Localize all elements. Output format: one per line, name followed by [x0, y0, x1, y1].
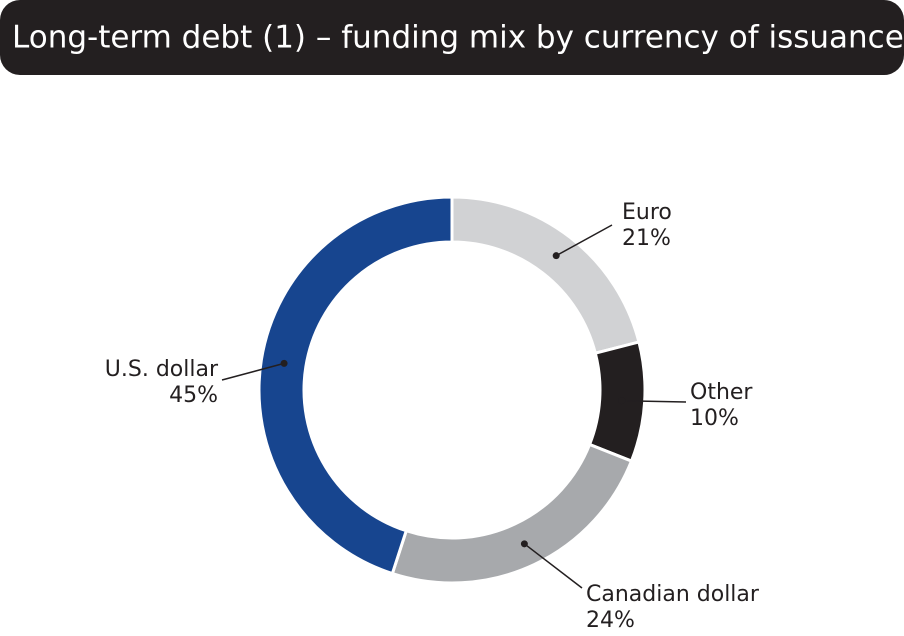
value-label: 24% — [586, 608, 635, 633]
leader-line — [555, 224, 613, 257]
leader-line — [523, 543, 583, 589]
value-label: 21% — [622, 226, 671, 251]
value-label: 10% — [690, 406, 739, 431]
segment-label: Canadian dollar — [586, 582, 760, 607]
leader-line — [221, 362, 285, 381]
title-banner — [0, 0, 904, 75]
leader-dot — [552, 252, 560, 260]
segment-label: Euro — [622, 200, 672, 225]
donut-segment — [390, 442, 634, 585]
leader-dot — [520, 540, 528, 548]
value-label: 45% — [169, 383, 218, 408]
leader-dot — [618, 397, 626, 405]
segment-label: Other — [690, 380, 753, 405]
leader-dot — [280, 359, 288, 367]
segment-label: U.S. dollar — [105, 357, 219, 382]
donut-segment — [450, 195, 641, 356]
leader-line — [621, 399, 687, 403]
donut-segment — [257, 195, 454, 576]
chart-title: Long-term debt (1) – funding mix by curr… — [12, 20, 904, 56]
